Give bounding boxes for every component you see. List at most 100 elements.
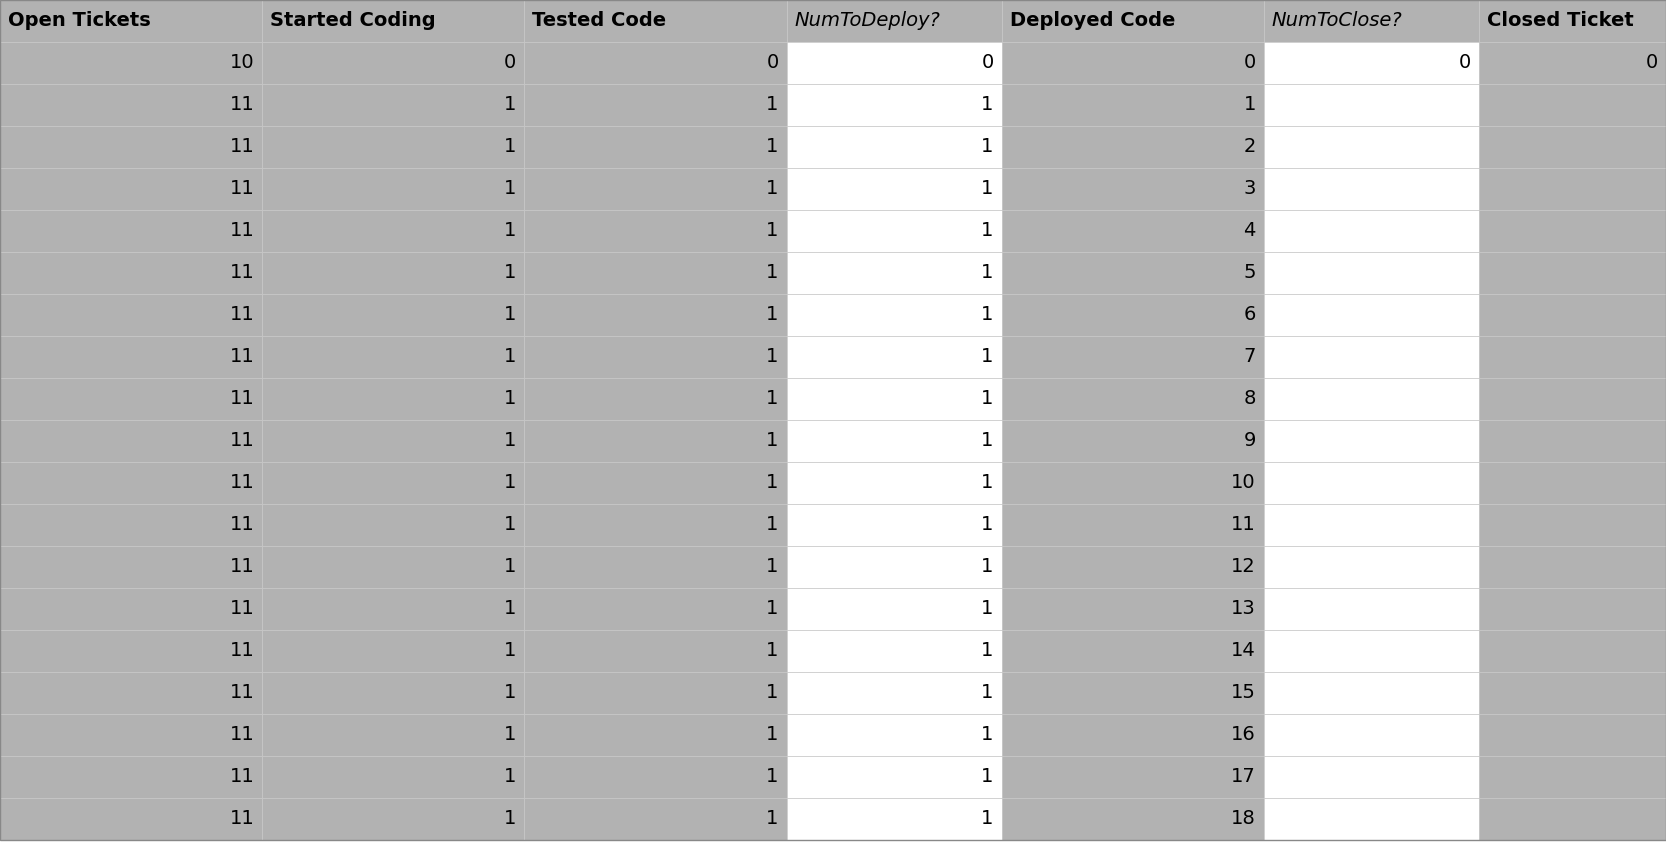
Text: 11: 11 <box>230 684 255 702</box>
Text: 1: 1 <box>766 726 778 744</box>
Bar <box>1001 462 1264 504</box>
Bar <box>786 336 1001 378</box>
Text: 1: 1 <box>505 263 516 283</box>
Bar <box>0 420 262 462</box>
Text: 1: 1 <box>766 767 778 787</box>
Text: 10: 10 <box>1231 473 1256 493</box>
Bar <box>1001 168 1264 210</box>
Text: 1: 1 <box>505 558 516 576</box>
Bar <box>262 126 525 168</box>
Bar <box>525 714 786 756</box>
Bar <box>1479 210 1666 252</box>
Bar <box>1264 126 1479 168</box>
Text: 1: 1 <box>981 389 993 408</box>
Bar <box>525 84 786 126</box>
Bar <box>786 378 1001 420</box>
Bar <box>1479 756 1666 798</box>
Text: 1: 1 <box>981 473 993 493</box>
Bar <box>1479 84 1666 126</box>
Bar <box>1479 378 1666 420</box>
Text: 1: 1 <box>981 263 993 283</box>
Text: 11: 11 <box>1231 516 1256 534</box>
Bar <box>525 42 786 84</box>
Text: 1: 1 <box>981 431 993 451</box>
Bar <box>0 294 262 336</box>
Bar <box>1264 672 1479 714</box>
Bar <box>786 0 1001 42</box>
Text: 9: 9 <box>1243 431 1256 451</box>
Bar <box>262 42 525 84</box>
Bar <box>1479 672 1666 714</box>
Text: 1: 1 <box>766 641 778 661</box>
Text: 1: 1 <box>981 348 993 366</box>
Text: 0: 0 <box>1646 53 1658 73</box>
Bar <box>1001 294 1264 336</box>
Bar <box>525 294 786 336</box>
Bar <box>262 0 525 42</box>
Text: 11: 11 <box>230 389 255 408</box>
Text: 1: 1 <box>505 516 516 534</box>
Bar <box>1264 798 1479 840</box>
Bar <box>0 378 262 420</box>
Text: 1: 1 <box>981 516 993 534</box>
Text: 1: 1 <box>981 641 993 661</box>
Bar <box>1479 504 1666 546</box>
Text: 1: 1 <box>505 389 516 408</box>
Bar <box>0 462 262 504</box>
Bar <box>1264 0 1479 42</box>
Bar <box>786 42 1001 84</box>
Text: Closed Ticket: Closed Ticket <box>1486 12 1633 30</box>
Bar <box>525 378 786 420</box>
Text: 1: 1 <box>766 599 778 619</box>
Bar <box>262 546 525 588</box>
Bar <box>262 672 525 714</box>
Bar <box>0 630 262 672</box>
Text: 11: 11 <box>230 263 255 283</box>
Bar <box>262 588 525 630</box>
Bar <box>525 210 786 252</box>
Bar <box>262 252 525 294</box>
Text: 1: 1 <box>981 180 993 198</box>
Text: 1: 1 <box>981 809 993 829</box>
Bar <box>1001 420 1264 462</box>
Bar <box>525 252 786 294</box>
Bar <box>1479 126 1666 168</box>
Text: 0: 0 <box>766 53 778 73</box>
Text: 1: 1 <box>505 809 516 829</box>
Text: 13: 13 <box>1231 599 1256 619</box>
Text: 0: 0 <box>505 53 516 73</box>
Text: 1: 1 <box>766 558 778 576</box>
Bar <box>525 798 786 840</box>
Bar <box>1479 630 1666 672</box>
Bar <box>525 462 786 504</box>
Bar <box>0 336 262 378</box>
Text: 11: 11 <box>230 431 255 451</box>
Bar <box>0 252 262 294</box>
Text: 11: 11 <box>230 809 255 829</box>
Text: 1: 1 <box>766 306 778 324</box>
Text: 11: 11 <box>230 138 255 156</box>
Bar <box>1264 252 1479 294</box>
Bar <box>786 546 1001 588</box>
Bar <box>1479 462 1666 504</box>
Text: 11: 11 <box>230 767 255 787</box>
Text: 1: 1 <box>981 599 993 619</box>
Text: NumToDeploy?: NumToDeploy? <box>795 12 941 30</box>
Bar <box>262 462 525 504</box>
Text: 1: 1 <box>505 726 516 744</box>
Text: 6: 6 <box>1243 306 1256 324</box>
Bar <box>262 630 525 672</box>
Bar <box>0 84 262 126</box>
Bar <box>0 798 262 840</box>
Text: 11: 11 <box>230 599 255 619</box>
Bar <box>525 672 786 714</box>
Bar <box>1001 42 1264 84</box>
Bar <box>1479 336 1666 378</box>
Bar <box>786 462 1001 504</box>
Bar <box>0 672 262 714</box>
Text: 11: 11 <box>230 306 255 324</box>
Text: 14: 14 <box>1231 641 1256 661</box>
Text: 1: 1 <box>766 138 778 156</box>
Bar <box>1479 168 1666 210</box>
Text: 1: 1 <box>766 431 778 451</box>
